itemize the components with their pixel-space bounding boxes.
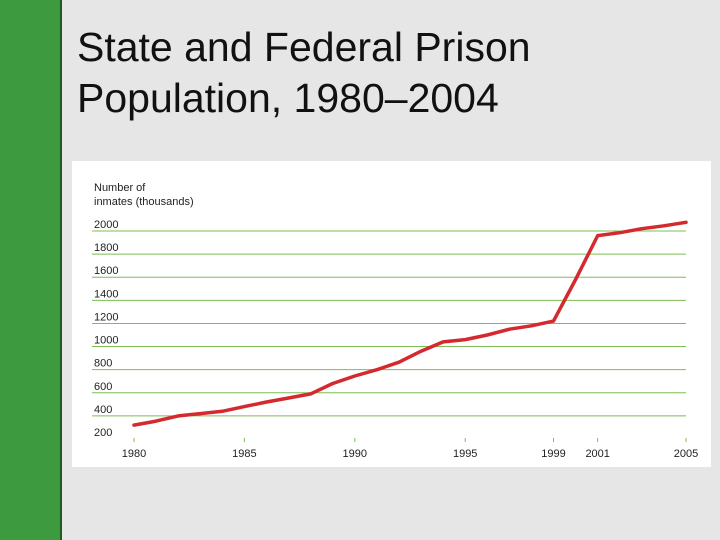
data-point-1996 (485, 333, 489, 337)
data-point-1999 (552, 319, 555, 323)
data-point-1993 (419, 349, 423, 353)
y-axis-label-line-2: inmates (thousands) (94, 196, 194, 208)
y-tick-label-200: 200 (94, 427, 112, 439)
y-tick-label-1800: 1800 (94, 242, 118, 254)
data-point-1995 (463, 338, 467, 341)
x-tick-label-1990: 1990 (343, 448, 367, 460)
y-tick-label-400: 400 (94, 404, 112, 416)
y-tick-label-600: 600 (94, 381, 112, 393)
y-tick-label-2000: 2000 (94, 219, 118, 231)
data-point-1997 (508, 327, 511, 331)
x-tick-label-1995: 1995 (453, 448, 477, 460)
data-point-1982 (176, 414, 180, 418)
accent-bar (0, 0, 62, 540)
slide-title-line-1: State and Federal Prison (77, 24, 531, 70)
data-point-2000 (574, 278, 577, 281)
data-point-1994 (441, 340, 445, 344)
data-point-1991 (375, 368, 379, 372)
data-point-1984 (220, 409, 224, 413)
x-tick-label-2001: 2001 (585, 448, 609, 460)
chart-panel: Number of inmates (thousands) 2000 1800 16… (72, 161, 711, 467)
data-point-1986 (265, 400, 268, 404)
y-tick-label-1200: 1200 (94, 311, 118, 323)
data-point-2002 (618, 231, 622, 235)
y-tick-label-800: 800 (94, 358, 112, 370)
data-point-2003 (640, 227, 644, 231)
x-tick-label-1999: 1999 (541, 448, 565, 460)
data-point-1985 (243, 405, 246, 408)
x-tick-label-1980: 1980 (122, 448, 146, 460)
data-point-1987 (287, 396, 290, 400)
x-tick-label-1985: 1985 (232, 448, 256, 460)
data-point-1981 (154, 419, 158, 423)
y-tick-label-1600: 1600 (94, 265, 118, 277)
y-axis-label-line-1: Number of (94, 182, 146, 194)
data-point-1988 (309, 392, 312, 396)
y-tick-label-1400: 1400 (94, 288, 118, 300)
data-point-1998 (530, 324, 533, 328)
slide-title-line-2: Population, 1980–2004 (77, 75, 499, 121)
prison-population-chart: Number of inmates (thousands) 2000 1800 16… (92, 182, 698, 460)
data-point-1983 (198, 412, 202, 415)
data-point-1980 (132, 423, 136, 427)
data-point-2001 (596, 234, 600, 237)
data-point-1989 (331, 382, 335, 385)
data-point-2004 (662, 224, 666, 228)
data-point-1990 (353, 374, 357, 378)
y-tick-label-1000: 1000 (94, 335, 118, 347)
data-point-2005 (684, 220, 688, 224)
series-line-0 (132, 220, 688, 427)
slide-title: State and Federal Prison Population, 198… (77, 22, 697, 124)
x-tick-label-2005: 2005 (674, 448, 698, 460)
data-point-1992 (397, 360, 401, 364)
